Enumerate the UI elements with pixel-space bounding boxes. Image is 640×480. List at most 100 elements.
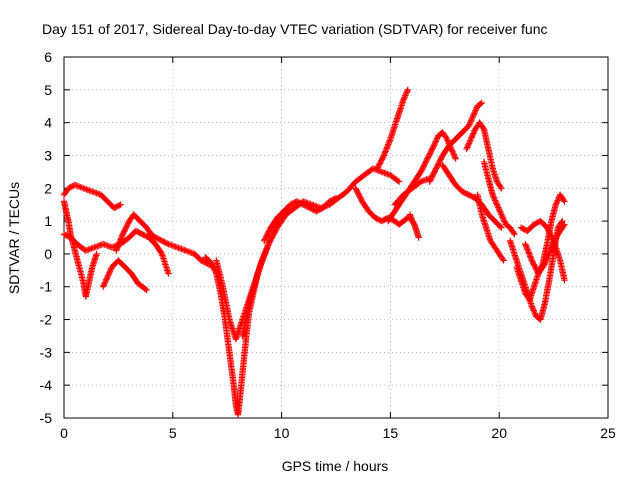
y-tick-label: -1 xyxy=(40,279,53,295)
data-point-trace xyxy=(119,219,132,238)
data-point-trace xyxy=(537,301,548,323)
data-point-trace xyxy=(493,178,504,191)
data-point-trace xyxy=(343,179,358,195)
data-point-trace xyxy=(213,257,226,289)
x-tick-label: 15 xyxy=(383,425,399,441)
data-point-trace xyxy=(265,225,280,248)
series-1 xyxy=(60,227,172,277)
y-tick-label: -4 xyxy=(40,377,53,393)
data-point-trace xyxy=(424,143,437,162)
data-point-trace xyxy=(139,231,151,240)
data-point xyxy=(500,257,507,264)
data-point-trace xyxy=(76,263,87,286)
data-point-trace xyxy=(113,232,126,254)
series-3 xyxy=(100,257,150,294)
x-tick-label: 20 xyxy=(491,425,507,441)
data-point-trace xyxy=(82,244,97,254)
data-point-trace xyxy=(352,172,367,185)
data-point-trace xyxy=(60,186,71,198)
data-point-trace xyxy=(506,224,517,237)
data-point-trace xyxy=(548,203,559,225)
data-point-trace xyxy=(256,242,272,271)
data-point-trace xyxy=(221,316,233,354)
data-point-trace xyxy=(380,137,394,159)
series-2 xyxy=(60,198,100,300)
data-point xyxy=(561,276,568,284)
chart-title: Day 151 of 2017, Sidereal Day-to-day VTE… xyxy=(42,21,548,37)
data-point-trace xyxy=(300,198,314,208)
series-22 xyxy=(522,221,568,277)
data-point xyxy=(404,86,412,94)
x-tick-label: 0 xyxy=(60,425,68,441)
data-point-trace xyxy=(556,257,568,282)
data-point-trace xyxy=(158,237,171,247)
data-point-trace xyxy=(485,145,496,171)
y-tick-label: 4 xyxy=(44,115,52,131)
data-point-trace xyxy=(448,145,459,161)
series-19 xyxy=(506,217,566,323)
data-point xyxy=(93,250,100,258)
data-point-trace xyxy=(280,202,293,215)
data-point-trace xyxy=(274,209,286,221)
data-point-trace xyxy=(274,212,289,231)
data-point-trace xyxy=(554,222,567,238)
data-point-trace xyxy=(267,215,280,231)
data-point xyxy=(395,178,403,185)
data-point-trace xyxy=(121,263,134,276)
y-tick-label: 2 xyxy=(44,180,52,196)
series-10 xyxy=(374,86,412,172)
data-point-trace xyxy=(446,136,458,149)
data-point xyxy=(561,198,568,205)
data-point-trace xyxy=(300,201,312,211)
data-point-trace xyxy=(411,169,424,185)
data-point-trace xyxy=(467,127,478,143)
data-point-trace xyxy=(452,181,465,194)
data-point-trace xyxy=(293,198,306,208)
data-point-trace xyxy=(556,191,567,204)
data-point-trace xyxy=(491,244,502,256)
data-point-trace xyxy=(115,257,127,270)
data-point xyxy=(415,234,422,241)
data-point-trace xyxy=(110,202,123,212)
data-point xyxy=(498,185,505,192)
data-point-trace xyxy=(480,126,492,151)
y-tick-label: -5 xyxy=(40,410,53,426)
data-point-trace xyxy=(409,179,423,192)
data-point-trace xyxy=(417,156,430,176)
data-point-trace xyxy=(537,217,550,230)
data-point xyxy=(117,201,124,208)
data-point-trace xyxy=(543,224,557,243)
series-14 xyxy=(426,99,485,185)
x-tick-label: 10 xyxy=(274,425,290,441)
data-point-trace xyxy=(197,257,210,267)
data-point-trace xyxy=(528,303,539,319)
data-point-trace xyxy=(247,265,263,300)
y-tick-label: 5 xyxy=(44,82,52,98)
y-axis: -5 -4 -3 -2 -1 0 1 2 3 4 5 6 xyxy=(40,49,608,426)
data-point-trace xyxy=(219,283,233,322)
series-11 xyxy=(385,129,459,225)
data-point-trace xyxy=(474,100,484,110)
data-point xyxy=(511,231,518,238)
data-point-trace xyxy=(385,209,398,225)
data-point xyxy=(143,286,150,294)
series-16 xyxy=(463,119,505,192)
data-point-trace xyxy=(426,166,439,185)
data-point-trace xyxy=(541,245,555,267)
data-point-trace xyxy=(524,222,537,235)
data-point-trace xyxy=(191,250,204,263)
data-point-trace xyxy=(128,270,141,286)
data-point-trace xyxy=(226,349,237,387)
y-tick-label: 1 xyxy=(44,213,52,229)
data-point-trace xyxy=(400,186,415,198)
data-point-trace xyxy=(147,231,158,240)
x-axis-label: GPS time / hours xyxy=(282,458,389,474)
data-point-trace xyxy=(391,199,404,215)
data-point-trace xyxy=(439,162,452,178)
data-point-trace xyxy=(80,185,94,195)
data-point-trace xyxy=(152,240,165,256)
data-point-trace xyxy=(158,250,172,276)
data-point-trace xyxy=(374,153,387,172)
